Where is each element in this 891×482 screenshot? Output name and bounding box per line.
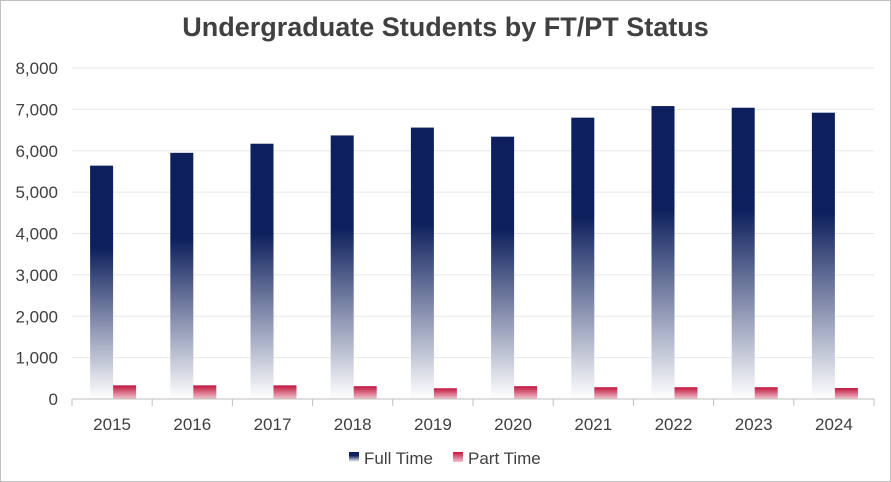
y-tick-label: 5,000 [15,183,58,202]
bar-full-time [491,136,515,399]
bar-full-time [811,112,835,399]
bar-part-time [113,385,137,399]
legend-swatch [453,452,463,462]
x-axis: 2015 2016 2017 2018 2019 2020 2021 2022 2023 2024 [71,398,875,434]
y-tick-label: 4,000 [15,225,58,244]
bar-part-time [273,385,297,399]
bar-part-time [754,387,778,399]
legend-label: Part Time [468,449,541,468]
x-tick-label: 2021 [574,415,612,434]
x-tick-label: 2017 [254,415,292,434]
bar-part-time [834,388,858,399]
x-tick-label: 2018 [334,415,372,434]
bar-part-time [674,387,698,399]
y-axis: 0 1,000 2,000 3,000 4,000 5,000 6,000 7,000 8,00… [15,59,58,409]
x-tick-label: 2024 [815,415,853,434]
y-tick-label: 2,000 [15,307,58,326]
bar-full-time [410,127,434,399]
legend-swatch [349,452,359,462]
x-tick-label: 2022 [655,415,693,434]
x-tick-label: 2015 [93,415,131,434]
y-tick-label: 1,000 [15,349,58,368]
y-tick-label: 3,000 [15,266,58,285]
bars [90,106,858,400]
y-tick-label: 0 [49,390,58,409]
x-tick-label: 2020 [494,415,532,434]
legend-label: Full Time [364,449,433,468]
bar-part-time [594,387,618,399]
chart-title: Undergraduate Students by FT/PT Status [182,12,709,42]
bar-full-time [250,143,274,399]
bar-full-time [731,107,755,399]
x-tick-label: 2023 [735,415,773,434]
bar-full-time [170,152,194,399]
legend-item: Part Time [453,449,541,468]
y-tick-label: 6,000 [15,142,58,161]
x-tick-label: 2016 [173,415,211,434]
legend-item: Full Time [349,449,433,468]
bar-full-time [330,135,354,399]
x-tick-label: 2019 [414,415,452,434]
bar-part-time [353,386,377,399]
bar-part-time [514,386,538,399]
bar-full-time [571,117,595,400]
y-tick-label: 8,000 [15,59,58,78]
y-tick-label: 7,000 [15,100,58,119]
bar-full-time [90,165,114,399]
bar-part-time [193,385,217,399]
bar-part-time [433,388,457,399]
legend: Full Time Part Time [349,449,541,468]
bar-full-time [651,106,675,399]
